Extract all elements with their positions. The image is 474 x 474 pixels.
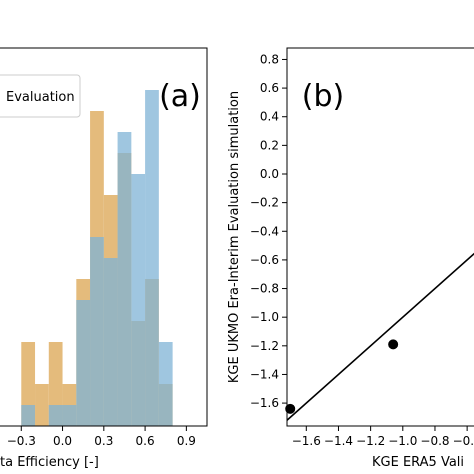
panel-b-x-axis-label: KGE ERA5 Vali [372, 455, 464, 470]
y-tick-label: −0.6 [250, 253, 279, 267]
panel-b-y-axis-label: KGE UKMO Era-Interim Evaluation simulati… [227, 91, 242, 383]
histogram-bar [103, 258, 118, 426]
y-tick-label: 0.6 [260, 81, 279, 95]
panel-a-frame [0, 47, 208, 427]
histogram-bar [76, 300, 91, 426]
x-tick-label: −1.4 [324, 434, 353, 448]
x-tick-label: −0.6 [453, 434, 474, 448]
x-tick-label: −1.2 [356, 434, 385, 448]
y-tick-label: −1.4 [250, 367, 279, 381]
legend: Evaluation [0, 74, 81, 118]
y-tick-label: −1.0 [250, 310, 279, 324]
y-tick-label: −0.8 [250, 282, 279, 296]
histogram-bar [145, 90, 159, 426]
y-tick-label: 0.4 [260, 110, 279, 124]
x-tick-label: −1.6 [292, 434, 321, 448]
panel-b-label: (b) [302, 79, 344, 114]
histogram-bar [21, 405, 36, 426]
histogram-bar [158, 342, 173, 426]
histogram-bar [131, 174, 146, 426]
scatter-point [388, 339, 399, 350]
legend-entry-evaluation: Evaluation [6, 90, 75, 105]
one-to-one-line [286, 252, 474, 421]
y-tick-label: 0.0 [260, 167, 279, 181]
x-tick-label: −0.8 [420, 434, 449, 448]
y-tick-label: −1.6 [250, 396, 279, 410]
x-tick-label: 0.6 [136, 434, 155, 448]
x-tick-label: 0.3 [94, 434, 113, 448]
panel-a-x-axis-label: ta Efficiency [-] [0, 455, 99, 470]
scatter-points [285, 339, 399, 414]
panel-b-frame [286, 47, 474, 427]
histogram-bar [117, 132, 132, 426]
histogram-bars [21, 90, 173, 426]
histogram-bar [35, 384, 49, 426]
scatter-point [285, 403, 296, 414]
x-tick-label: 0.0 [53, 434, 72, 448]
y-tick-label: 0.2 [260, 138, 279, 152]
y-tick-label: −0.2 [250, 196, 279, 210]
histogram-bar [48, 405, 63, 426]
panel-b-x-ticks: −1.6−1.4−1.2−1.0−0.8 −0.6 [292, 426, 474, 448]
panel-a-label: (a) [159, 79, 201, 114]
y-tick-label: −0.4 [250, 224, 279, 238]
y-tick-label: 0.8 [260, 52, 279, 66]
y-tick-label: −1.2 [250, 339, 279, 353]
histogram-bar [62, 405, 77, 426]
panel-b-y-ticks: 0.8 0.6 0.4 0.2 0.0 −0.2 −0.4 −0.6 −0.8 −1.0 −1.2 −… [250, 52, 287, 410]
x-tick-label: −0.3 [7, 434, 36, 448]
legend-box [0, 74, 81, 118]
histogram-bar [90, 237, 104, 426]
panel-a: 0.6−0.30.00.30.60.9 ta Efficiency [-] (a… [0, 47, 208, 470]
panel-b: −1.6−1.4−1.2−1.0−0.8−0.6 0.80.60.40.20.0… [227, 47, 474, 470]
x-tick-label: 0.9 [177, 434, 196, 448]
x-tick-label: −1.0 [388, 434, 417, 448]
panel-a-x-ticks: 0.6−0.30.00.30.60.9 [7, 426, 196, 448]
